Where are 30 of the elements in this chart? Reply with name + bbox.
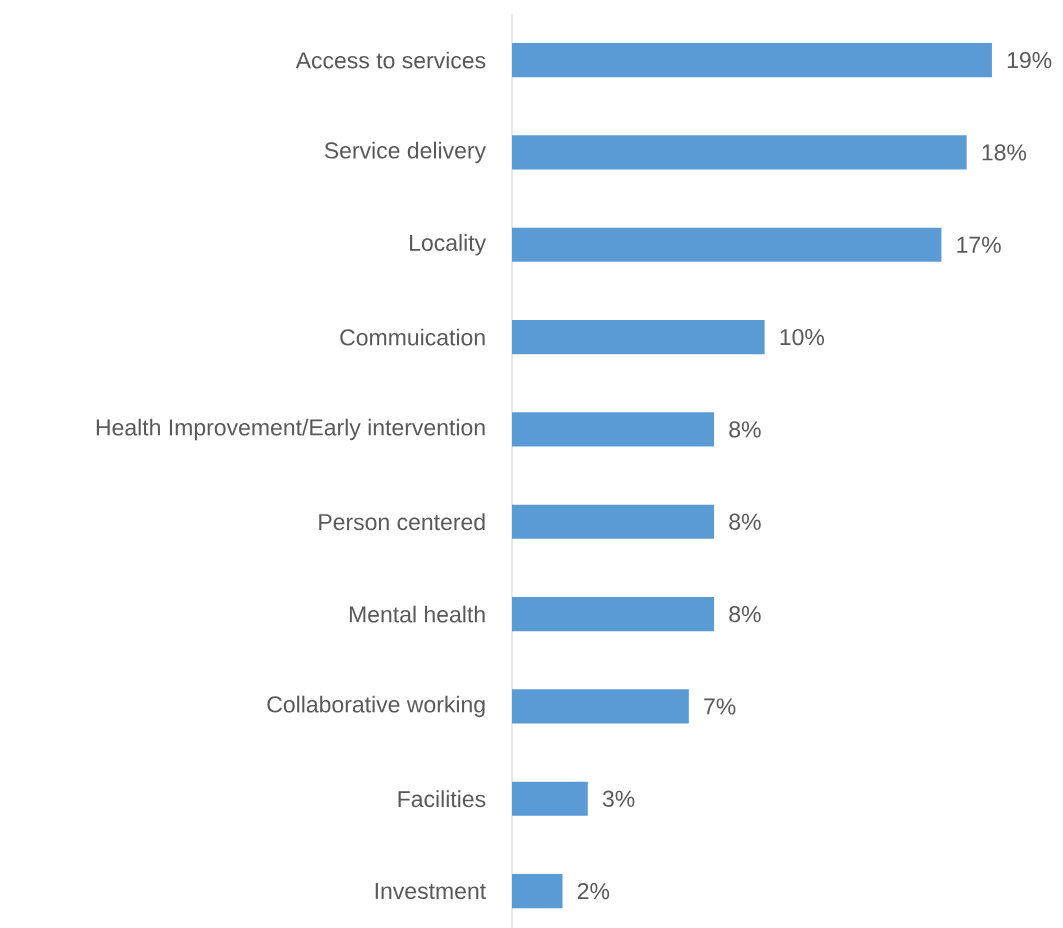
bar: [512, 597, 715, 632]
y-tick-label: Investment: [375, 883, 486, 900]
data-label: 7%: [704, 698, 736, 715]
y-tick-label: Health Improvement/Early intervention: [96, 418, 485, 441]
data-label: 8%: [729, 421, 761, 438]
y-tick-label: Facilities: [398, 790, 486, 808]
bar: [512, 781, 588, 816]
y-tick-label: Commuication: [340, 328, 485, 346]
data-label: 10%: [780, 328, 824, 346]
y-tick-label: Person centered: [319, 513, 485, 531]
data-label: 17%: [957, 236, 1001, 253]
y-tick-label: Access to services: [295, 51, 486, 69]
data-label: 18%: [982, 144, 1027, 161]
bar: [512, 504, 715, 539]
data-label: 2%: [577, 882, 610, 900]
bar: [512, 874, 563, 909]
bar: [512, 412, 715, 447]
bar: [512, 227, 942, 262]
data-label: 8%: [729, 605, 761, 623]
data-label: 8%: [729, 513, 761, 530]
y-tick-label: Service delivery: [324, 141, 487, 164]
bar: [512, 689, 689, 724]
y-tick-label: Mental health: [349, 605, 485, 623]
bar: [512, 43, 992, 78]
bar: [512, 320, 765, 355]
y-tick-label: Collaborative working: [267, 695, 485, 718]
y-tick-label: Locality: [410, 234, 487, 256]
bar: [512, 135, 967, 170]
data-label: 19%: [1007, 51, 1052, 69]
data-label: 3%: [602, 790, 635, 807]
